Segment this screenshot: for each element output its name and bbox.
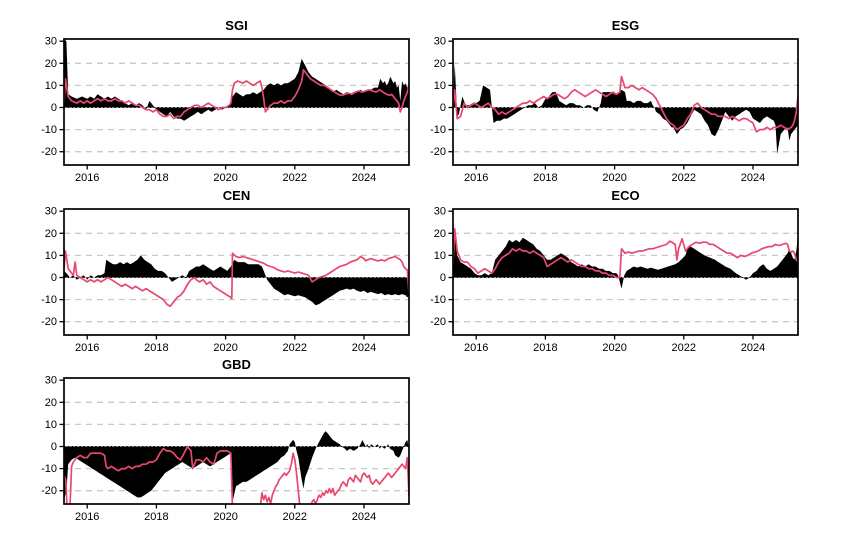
red-line-series (64, 445, 409, 504)
y-tick-label: 10 (45, 80, 57, 92)
black-area-series (453, 226, 798, 289)
chart-title-sgi: SGI (225, 18, 248, 33)
y-tick-label: 20 (45, 397, 57, 409)
plot-border (452, 38, 799, 166)
plot-border (63, 208, 410, 336)
red-line-series (64, 250, 409, 308)
x-tick-label: 2018 (533, 172, 557, 184)
y-tick-label: -20 (430, 146, 446, 158)
x-tick-label: 2016 (75, 511, 99, 523)
red-line-series (453, 228, 798, 279)
y-tick-label: 30 (45, 207, 57, 218)
chart-panel-sgi: SGI 30 20 10 0 -10 -20 2016 2018 2020 2022 2024 (30, 18, 410, 186)
plot-border (63, 38, 410, 166)
x-tick-label: 2020 (602, 172, 626, 184)
x-tick-label: 2022 (283, 511, 307, 523)
chart-plot-sgi: 30 20 10 0 -10 -20 2016 2018 2020 2022 2024 (41, 37, 410, 184)
x-tick-label: 2016 (75, 342, 99, 354)
x-tick-label: 2016 (464, 172, 488, 184)
y-tick-label: -10 (430, 124, 446, 136)
black-area-series (453, 63, 798, 154)
y-tick-label: 30 (45, 37, 57, 48)
chart-panel-esg: ESG 30 20 10 0 -10 -20 2016 2018 2020 2022 2024 (419, 18, 799, 186)
plot-border (63, 377, 410, 505)
x-tick-label: 2022 (283, 172, 307, 184)
y-tick-label: 10 (434, 80, 446, 92)
x-tick-label: 2018 (144, 511, 168, 523)
y-tick-label: 0 (51, 272, 57, 284)
black-area-series (64, 431, 409, 502)
x-tick-label: 2024 (352, 511, 376, 523)
black-area-series (64, 255, 409, 306)
x-tick-label: 2016 (75, 172, 99, 184)
y-tick-label: -10 (430, 294, 446, 306)
x-tick-label: 2020 (213, 511, 237, 523)
x-tick-label: 2024 (741, 172, 765, 184)
y-tick-label: 10 (45, 419, 57, 431)
y-tick-label: 20 (434, 228, 446, 240)
y-tick-label: 0 (440, 272, 446, 284)
y-tick-label: 20 (434, 58, 446, 70)
y-tick-label: 10 (45, 250, 57, 262)
chart-panel-eco: ECO 30 20 10 0 -10 -20 2016 2018 2020 2022 2024 (419, 188, 799, 356)
x-tick-label: 2024 (741, 342, 765, 354)
y-tick-label: 0 (440, 102, 446, 114)
y-tick-label: 30 (434, 207, 446, 218)
x-tick-label: 2022 (283, 342, 307, 354)
red-line-series (64, 69, 409, 120)
x-tick-label: 2024 (352, 342, 376, 354)
x-tick-label: 2018 (533, 342, 557, 354)
y-tick-label: -10 (41, 463, 57, 475)
chart-panel-gbd: GBD 30 20 10 0 -10 -20 2016 2018 2020 2022 2024 (30, 357, 410, 525)
y-tick-label: 0 (51, 441, 57, 453)
y-tick-label: -20 (41, 146, 57, 158)
y-tick-label: 20 (45, 228, 57, 240)
x-tick-label: 2018 (144, 342, 168, 354)
chart-plot-cen: 30 20 10 0 -10 -20 2016 2018 2020 2022 2024 (41, 207, 410, 354)
x-tick-label: 2020 (213, 172, 237, 184)
chart-panel-cen: CEN 30 20 10 0 -10 -20 2016 2018 2020 2022 2024 (30, 188, 410, 356)
chart-title-cen: CEN (222, 188, 251, 203)
chart-plot-eco: 30 20 10 0 -10 -20 2016 2018 2020 2022 2024 (430, 207, 799, 354)
x-tick-label: 2020 (602, 342, 626, 354)
black-area-series (64, 39, 409, 121)
chart-title-esg: ESG (611, 18, 640, 33)
chart-plot-esg: 30 20 10 0 -10 -20 2016 2018 2020 2022 2024 (430, 37, 799, 184)
y-tick-label: -20 (41, 485, 57, 497)
x-tick-label: 2018 (144, 172, 168, 184)
plot-border (452, 208, 799, 336)
chart-title-gbd: GBD (222, 357, 251, 372)
y-tick-label: 30 (45, 376, 57, 387)
x-tick-label: 2022 (672, 172, 696, 184)
x-tick-label: 2020 (213, 342, 237, 354)
red-line-series (453, 75, 798, 133)
y-tick-label: -10 (41, 294, 57, 306)
x-tick-label: 2024 (352, 172, 376, 184)
y-tick-label: -10 (41, 124, 57, 136)
y-tick-label: 30 (434, 37, 446, 48)
y-tick-label: 0 (51, 102, 57, 114)
y-tick-label: 20 (45, 58, 57, 70)
chart-plot-gbd: 30 20 10 0 -10 -20 2016 2018 2020 2022 2024 (41, 376, 410, 523)
x-tick-label: 2022 (672, 342, 696, 354)
x-tick-label: 2016 (464, 342, 488, 354)
y-tick-label: 10 (434, 250, 446, 262)
y-tick-label: -20 (430, 316, 446, 328)
chart-title-eco: ECO (611, 188, 640, 203)
y-tick-label: -20 (41, 316, 57, 328)
